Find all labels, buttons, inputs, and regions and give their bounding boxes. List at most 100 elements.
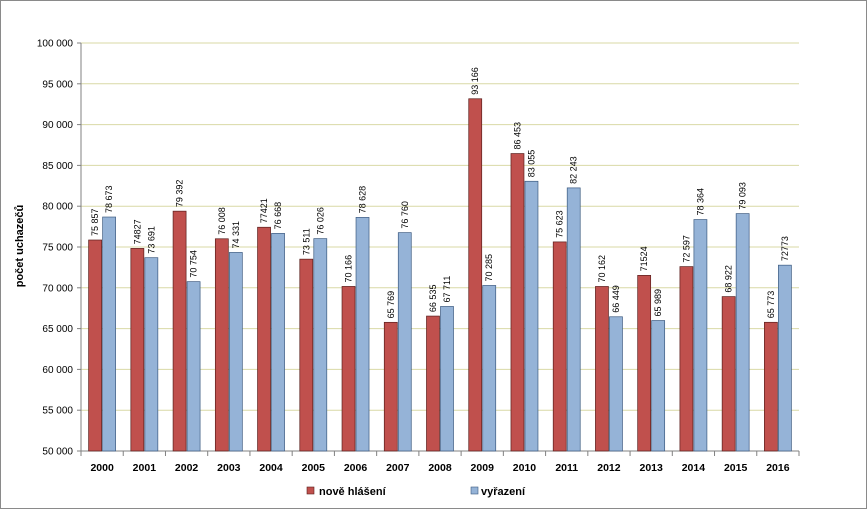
y-tick-label: 80 000 xyxy=(42,202,73,213)
data-label: 78 364 xyxy=(695,188,705,216)
bar-vyrazeni xyxy=(566,187,581,452)
y-tick-label: 55 000 xyxy=(42,406,73,417)
data-label: 82 243 xyxy=(569,156,579,184)
bar-vyrazeni xyxy=(228,252,243,452)
x-tick-label: 2003 xyxy=(217,462,241,474)
x-tick-label: 2016 xyxy=(766,462,790,474)
axes xyxy=(77,42,800,456)
data-label: 75 857 xyxy=(90,208,100,236)
legend-label-vyrazeni: vyřazení xyxy=(481,486,526,498)
bar-nove-hlaseni xyxy=(510,153,525,452)
x-tick-label: 2005 xyxy=(302,462,326,474)
x-tick-labels: 2000 2001 2002 2003 2004 2005 2006 2007 2008 2009… xyxy=(90,462,789,474)
data-label: 70 162 xyxy=(597,255,607,283)
y-tick-labels: 50 000 55 000 60 000 65 000 70 000 75 000 80 0… xyxy=(37,39,74,458)
x-tick-label: 2006 xyxy=(344,462,368,474)
bar-nove-hlaseni xyxy=(299,258,314,452)
y-tick-label: 70 000 xyxy=(42,283,73,294)
y-tick-label: 50 000 xyxy=(42,447,73,458)
bar-vyrazeni xyxy=(186,281,201,452)
legend: nově hlášení vyřazení xyxy=(306,486,526,498)
data-label: 65 769 xyxy=(386,291,396,319)
bar-nove-hlaseni xyxy=(637,275,652,452)
bar-vyrazeni xyxy=(440,306,454,452)
bar-vyrazeni xyxy=(355,217,370,452)
data-label: 78 628 xyxy=(358,186,368,214)
data-label: 73 691 xyxy=(146,226,156,254)
bar-vyrazeni xyxy=(397,232,412,452)
bar-vyrazeni xyxy=(651,320,666,452)
data-label: 76 760 xyxy=(400,201,410,229)
bar-vyrazeni xyxy=(693,219,708,452)
legend-label-nove-hlaseni: nově hlášení xyxy=(319,486,387,498)
x-tick-label: 2014 xyxy=(682,462,706,474)
y-tick-label: 90 000 xyxy=(42,120,73,131)
bar-vyrazeni xyxy=(313,238,328,452)
x-tick-label: 2010 xyxy=(513,462,537,474)
bar-nove-hlaseni xyxy=(552,241,567,452)
x-tick-label: 2015 xyxy=(724,462,748,474)
data-label: 86 453 xyxy=(512,122,522,150)
x-tick-label: 2012 xyxy=(597,462,621,474)
bar-nove-hlaseni xyxy=(595,286,609,452)
bar-vyrazeni xyxy=(144,257,159,452)
data-label: 70 166 xyxy=(344,255,354,283)
y-tick-label: 60 000 xyxy=(42,365,73,376)
data-label: 68 922 xyxy=(724,265,734,293)
data-label: 71524 xyxy=(639,246,649,271)
data-label: 76 668 xyxy=(273,202,283,230)
bar-nove-hlaseni xyxy=(341,286,356,452)
bar-nove-hlaseni xyxy=(764,321,778,452)
bar-nove-hlaseni xyxy=(426,315,440,452)
data-label: 66 449 xyxy=(611,285,621,313)
x-tick-label: 2008 xyxy=(428,462,452,474)
bars xyxy=(88,98,792,452)
bar-vyrazeni xyxy=(271,233,285,452)
bar-vyrazeni xyxy=(735,213,750,452)
bar-vyrazeni xyxy=(524,180,539,452)
data-label: 73 511 xyxy=(301,228,311,255)
bar-vyrazeni xyxy=(778,264,792,452)
data-label: 70 754 xyxy=(189,250,199,278)
bar-nove-hlaseni xyxy=(257,226,271,452)
data-label: 66 535 xyxy=(428,285,438,313)
data-label: 93 166 xyxy=(470,67,480,95)
bar-nove-hlaseni xyxy=(679,266,694,452)
legend-swatch-nove-hlaseni xyxy=(306,486,315,495)
data-label: 72773 xyxy=(780,236,790,261)
x-tick-label: 2009 xyxy=(471,462,495,474)
x-tick-label: 2011 xyxy=(555,462,578,474)
y-tick-label: 100 000 xyxy=(37,39,74,50)
bar-nove-hlaseni xyxy=(130,248,145,452)
data-label: 65 989 xyxy=(653,289,663,317)
x-tick-label: 2000 xyxy=(90,462,114,474)
data-label: 74827 xyxy=(132,219,142,244)
bar-nove-hlaseni xyxy=(721,296,736,452)
data-label: 83 055 xyxy=(526,150,536,178)
bar-nove-hlaseni xyxy=(214,238,229,452)
data-label: 72 597 xyxy=(681,235,691,263)
legend-swatch-vyrazeni xyxy=(470,486,479,495)
bar-nove-hlaseni xyxy=(383,321,398,452)
bar-vyrazeni xyxy=(102,216,116,452)
data-label: 70 285 xyxy=(484,254,494,282)
y-tick-label: 75 000 xyxy=(42,243,73,254)
x-tick-label: 2001 xyxy=(133,462,157,474)
data-label: 65 773 xyxy=(766,291,776,319)
data-labels: 75 857 78 673 74827 73 691 79 392 70 754 76 00… xyxy=(90,67,790,318)
x-tick-label: 2007 xyxy=(386,462,410,474)
y-tick-label: 85 000 xyxy=(42,161,73,172)
y-tick-label: 65 000 xyxy=(42,324,73,335)
y-axis-title: počet uchazečů xyxy=(14,205,26,288)
data-label: 77421 xyxy=(259,198,269,223)
data-label: 79 392 xyxy=(175,180,185,208)
bar-nove-hlaseni xyxy=(88,239,102,452)
x-tick-label: 2002 xyxy=(175,462,199,474)
x-tick-label: 2004 xyxy=(259,462,283,474)
bar-nove-hlaseni xyxy=(468,98,483,452)
data-label: 75 623 xyxy=(555,210,565,238)
data-label: 76 008 xyxy=(217,207,227,235)
data-label: 67 711 xyxy=(442,276,452,303)
